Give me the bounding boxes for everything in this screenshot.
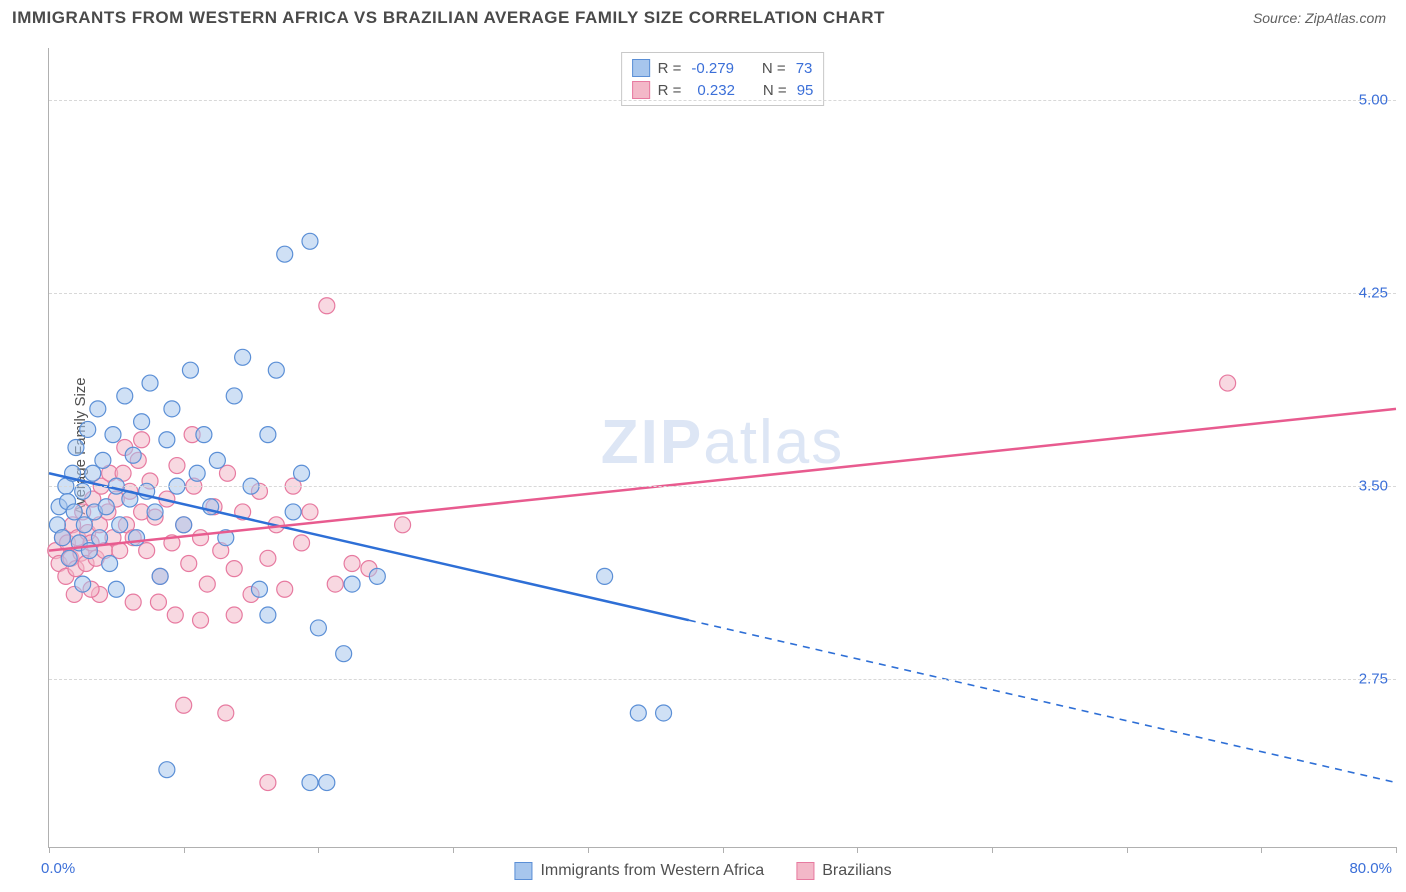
x-tick [1127, 847, 1128, 853]
source-label: Source: [1253, 10, 1301, 26]
y-tick-label: 5.00 [1359, 91, 1388, 108]
x-tick [723, 847, 724, 853]
chart-title: IMMIGRANTS FROM WESTERN AFRICA VS BRAZIL… [12, 8, 885, 28]
x-tick [1396, 847, 1397, 853]
x-tick [184, 847, 185, 853]
legend-label-1: Brazilians [822, 862, 891, 880]
chart-plot-area: ZIPatlas R = -0.279 N = 73 R = 0.232 N =… [48, 48, 1396, 848]
x-tick [588, 847, 589, 853]
x-tick [992, 847, 993, 853]
x-tick [49, 847, 50, 853]
legend-bottom-swatch-0 [514, 862, 532, 880]
x-tick [453, 847, 454, 853]
x-axis-min-label: 0.0% [41, 860, 75, 877]
source-attribution: Source: ZipAtlas.com [1253, 10, 1386, 26]
gridline [49, 679, 1396, 680]
gridline [49, 486, 1396, 487]
legend-label-0: Immigrants from Western Africa [540, 862, 764, 880]
y-tick-label: 4.25 [1359, 284, 1388, 301]
legend-bottom-swatch-1 [796, 862, 814, 880]
y-tick-label: 2.75 [1359, 671, 1388, 688]
legend-item-0: Immigrants from Western Africa [514, 862, 764, 880]
source-name: ZipAtlas.com [1305, 10, 1386, 26]
gridline [49, 100, 1396, 101]
gridline [49, 293, 1396, 294]
x-tick [318, 847, 319, 853]
x-axis-max-label: 80.0% [1349, 860, 1392, 877]
legend-item-1: Brazilians [796, 862, 891, 880]
x-tick [857, 847, 858, 853]
y-tick-label: 3.50 [1359, 478, 1388, 495]
series-legend: Immigrants from Western Africa Brazilian… [514, 862, 891, 880]
x-tick [1261, 847, 1262, 853]
scatter-svg [49, 48, 1396, 847]
